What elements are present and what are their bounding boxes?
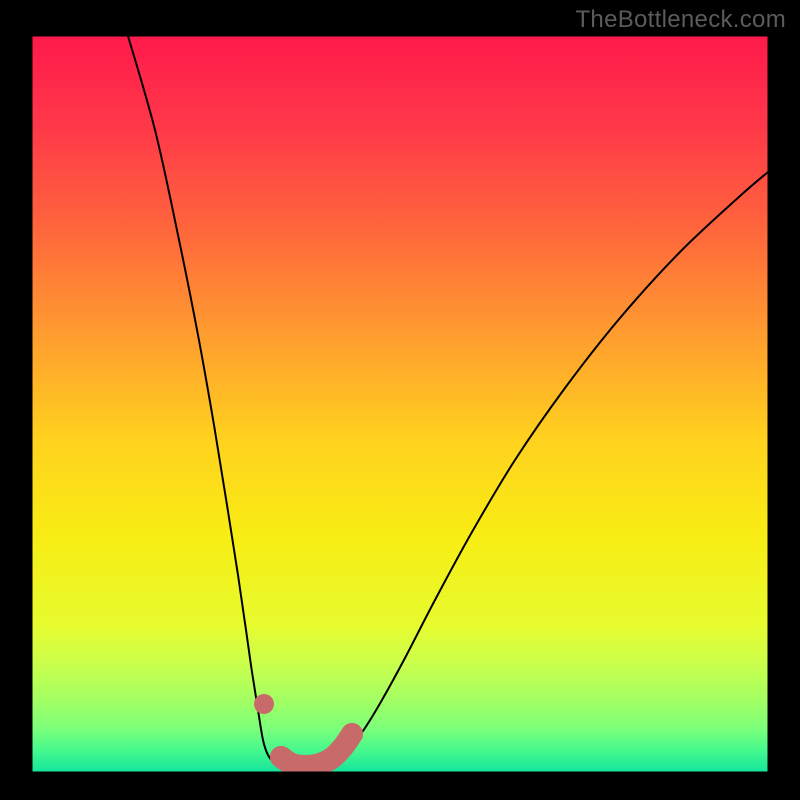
marker-isolated-dot (254, 694, 274, 714)
watermark-text: TheBottleneck.com (575, 6, 786, 34)
bottleneck-chart (0, 0, 800, 800)
chart-stage: TheBottleneck.com (0, 0, 800, 800)
marker-band-lobe-start (270, 746, 292, 768)
plot-background (32, 36, 768, 772)
marker-band-lobe-end (341, 723, 363, 745)
